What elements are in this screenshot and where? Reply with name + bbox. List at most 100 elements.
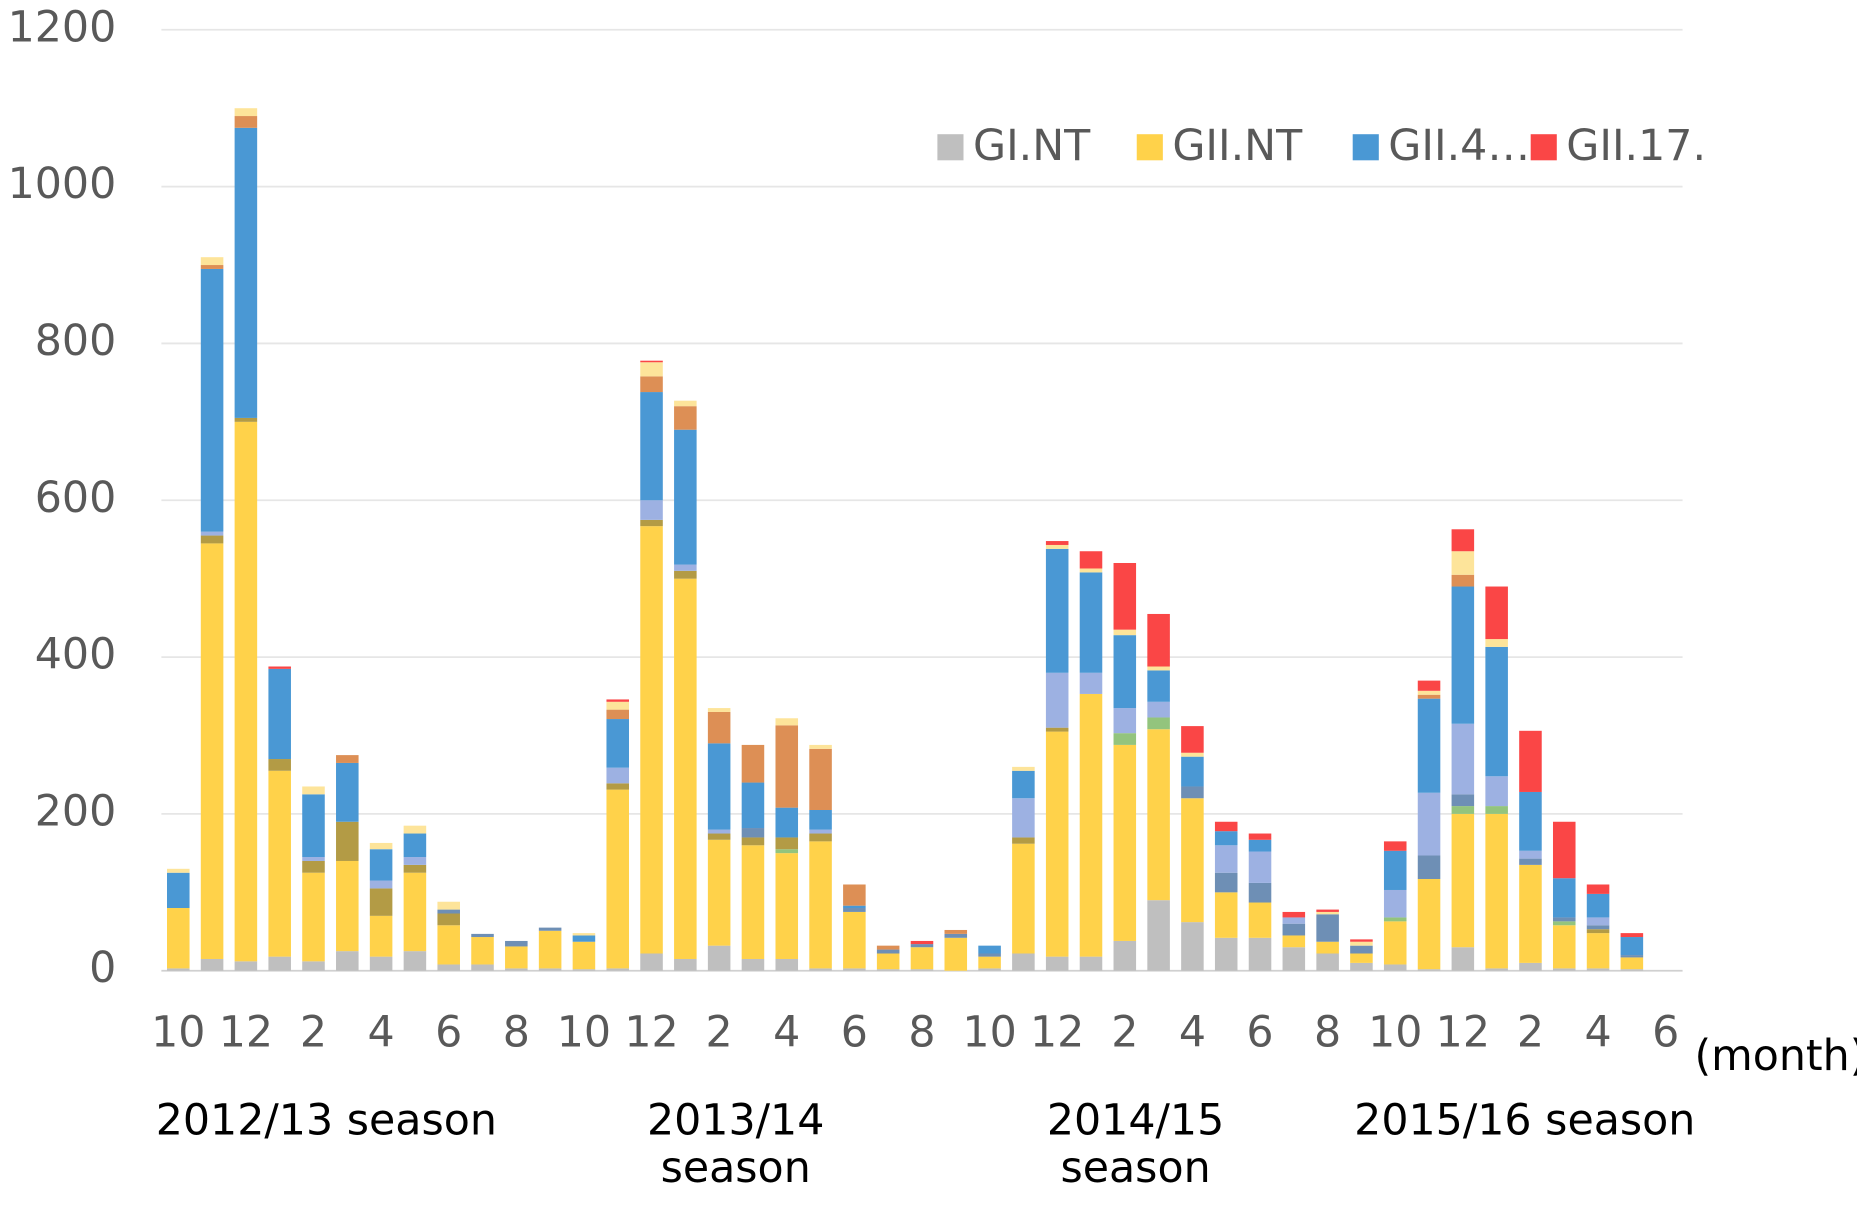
bar-segment	[1012, 798, 1035, 838]
bar-segment	[1552, 921, 1576, 926]
bar-segment	[876, 949, 900, 954]
bar-segment	[403, 857, 427, 865]
season-label: 2013/14 season	[646, 1097, 825, 1193]
bar-segment	[1350, 962, 1373, 971]
bar-segment	[471, 937, 494, 965]
bar-segment	[843, 968, 866, 971]
bar-segment	[1113, 940, 1137, 971]
bar-segment	[741, 828, 765, 838]
bar-segment	[167, 968, 190, 971]
bar-segment	[234, 127, 258, 418]
bar-segment	[944, 937, 968, 971]
bar-segment	[302, 860, 325, 873]
bar-segment	[369, 888, 393, 916]
legend-swatch	[1136, 134, 1163, 161]
bar-segment	[437, 964, 460, 971]
bar-segment	[471, 933, 494, 938]
bar-segment	[1181, 756, 1204, 787]
bar-segment	[1079, 568, 1103, 573]
bar-segment	[1417, 855, 1441, 880]
y-tick-label: 400	[35, 630, 117, 680]
bar-segment	[640, 376, 663, 393]
bar-segment	[505, 940, 528, 947]
bar-segment	[1417, 792, 1441, 856]
bar-segment	[505, 946, 528, 969]
bar-segment	[1451, 574, 1475, 587]
bar-segment	[775, 725, 799, 808]
bar-segment	[1147, 666, 1170, 671]
bar-segment	[369, 849, 393, 881]
bar-segment	[843, 905, 866, 909]
bar-segment	[1350, 941, 1373, 946]
bar-segment	[1045, 548, 1069, 673]
bar-segment	[336, 860, 359, 952]
y-tick-label: 0	[89, 943, 116, 993]
legend-swatch	[1352, 134, 1379, 161]
bar-segment	[1282, 911, 1306, 918]
bar-segment	[1248, 902, 1272, 938]
bar-segment	[1045, 731, 1069, 957]
bar-segment	[674, 564, 697, 571]
bar-segment	[944, 933, 968, 938]
bar-segment	[572, 941, 596, 970]
bar-segment	[1181, 786, 1204, 799]
bar-segment	[1519, 791, 1542, 851]
bar-segment	[234, 417, 258, 422]
bar-segment	[1586, 968, 1610, 971]
season-label-box: 2013/14 season	[646, 1097, 825, 1193]
bar-segment	[234, 421, 258, 962]
bar-segment	[1519, 864, 1542, 963]
bar-segment	[809, 841, 832, 969]
bar-segment	[809, 744, 832, 749]
bar-segment	[1113, 629, 1137, 636]
bar-segment	[1451, 813, 1475, 948]
bar-segment	[1552, 968, 1576, 971]
bar-segment	[1586, 884, 1610, 894]
bar-segment	[1248, 882, 1272, 903]
bar-segment	[1383, 889, 1407, 918]
bar-segment	[302, 786, 325, 795]
bar-segment	[234, 108, 258, 117]
bar-segment	[1113, 708, 1137, 734]
bar-segment	[809, 748, 832, 810]
bar-segment	[1248, 937, 1272, 971]
bar-segment	[674, 570, 697, 579]
bar-segment	[775, 837, 799, 850]
x-tick-label: 10	[557, 1007, 611, 1057]
bar-segment	[1282, 935, 1306, 948]
bar-segment	[707, 829, 731, 834]
bar-segment	[606, 701, 630, 710]
bar-segment	[1417, 690, 1441, 695]
bar-segment	[1485, 968, 1508, 971]
bar-segment	[640, 500, 663, 520]
bar-segment	[1383, 850, 1407, 890]
bar-segment	[200, 958, 224, 971]
bar-segment	[1485, 813, 1508, 969]
bar-segment	[1350, 953, 1373, 963]
bar-segment	[1079, 956, 1103, 971]
bar-segment	[234, 961, 258, 971]
bar-segment	[1012, 837, 1035, 844]
bar-segment	[640, 392, 663, 501]
bar-segment	[843, 908, 866, 912]
bar-segment	[674, 429, 697, 565]
bar-segment	[1350, 939, 1373, 942]
bar-segment	[1079, 672, 1103, 694]
bar-segment	[978, 953, 1001, 957]
bar-segment	[1113, 635, 1137, 709]
bar-segment	[741, 744, 765, 783]
bar-segment	[674, 578, 697, 959]
y-tick-label: 1200	[8, 2, 117, 52]
bar-segment	[200, 268, 224, 532]
bar-segment	[1620, 969, 1644, 971]
bar-segment	[538, 927, 562, 931]
bar-segment	[1620, 937, 1644, 956]
x-tick-label: 10	[1368, 1007, 1422, 1057]
bar-segment	[640, 362, 663, 377]
x-tick-label: 6	[841, 1007, 868, 1057]
y-tick-label: 800	[35, 316, 117, 366]
legend-label: GII.4…	[1388, 121, 1530, 171]
bar-segment	[775, 849, 799, 854]
legend-label: GI.NT	[973, 121, 1091, 171]
bar-segment	[336, 755, 359, 763]
